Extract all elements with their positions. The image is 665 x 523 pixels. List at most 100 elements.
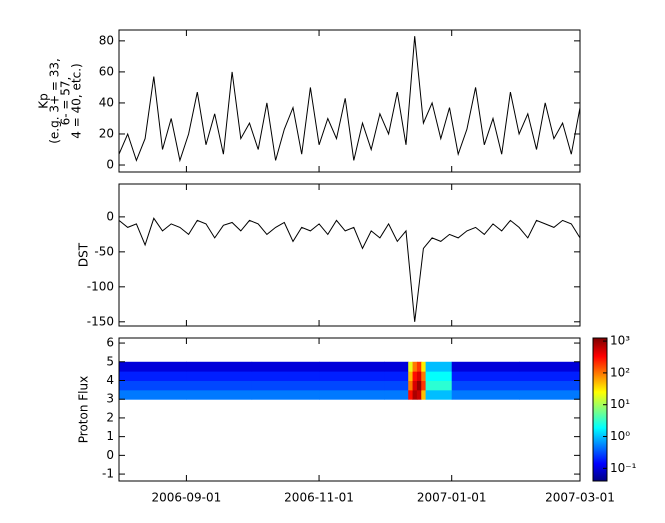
y-tick-label: -150 — [87, 314, 114, 328]
colorbar-swatch — [593, 436, 607, 438]
heat-cell — [416, 371, 422, 381]
colorbar-swatch — [593, 362, 607, 364]
heat-cell — [519, 361, 581, 372]
colorbar-swatch — [593, 405, 607, 407]
colorbar-swatch — [593, 399, 607, 401]
colorbar-swatch — [593, 427, 607, 429]
heat-cell — [319, 361, 385, 372]
colorbar-swatch — [593, 339, 607, 341]
colorbar-swatch — [593, 472, 607, 474]
x-tick-label: 2007-03-01 — [545, 491, 615, 505]
colorbar-swatch — [593, 442, 607, 444]
colorbar-swatch — [593, 376, 607, 378]
colorbar-swatch — [593, 461, 607, 463]
colorbar-swatch — [593, 363, 607, 365]
heat-cell — [519, 389, 581, 400]
colorbar-swatch — [593, 478, 607, 480]
colorbar-swatch — [593, 412, 607, 414]
colorbar-swatch — [593, 338, 607, 340]
heat-cell — [412, 371, 418, 381]
y-tick-label: 6 — [106, 336, 114, 350]
colorbar-swatch — [593, 352, 607, 354]
y-tick-label: 5 — [106, 354, 114, 368]
colorbar-swatch — [593, 380, 607, 382]
colorbar-swatch — [593, 379, 607, 381]
colorbar-swatch — [593, 400, 607, 402]
colorbar-swatch — [593, 403, 607, 405]
colorbar-swatch — [593, 340, 607, 342]
heat-cell — [186, 389, 253, 400]
colorbar-swatch — [593, 446, 607, 448]
colorbar-swatch — [593, 428, 607, 430]
heat-cell — [251, 380, 320, 391]
y-axis-label: Kp — [37, 93, 51, 109]
colorbar-swatch — [593, 462, 607, 464]
colorbar-swatch — [593, 371, 607, 373]
heat-cell — [421, 371, 427, 381]
heat-cell — [319, 380, 385, 391]
heat-cell — [319, 389, 385, 400]
colorbar-tick-label: 10² — [610, 365, 630, 379]
heat-cell — [519, 380, 581, 391]
colorbar-swatch — [593, 471, 607, 473]
colorbar-swatch — [593, 432, 607, 434]
heat-cell — [451, 361, 520, 372]
y-axis-label: 6- = 57, — [59, 77, 73, 126]
colorbar-swatch — [593, 392, 607, 394]
y-tick-label: 0 — [106, 158, 114, 172]
heat-cell — [186, 380, 253, 391]
colorbar-swatch — [593, 470, 607, 472]
colorbar-swatch — [593, 476, 607, 478]
heat-cell — [416, 380, 422, 391]
colorbar-swatch — [593, 418, 607, 420]
plot-frame — [118, 337, 581, 482]
heat-cell — [408, 371, 414, 381]
colorbar-swatch — [593, 439, 607, 441]
x-tick-label: 2007-01-01 — [417, 491, 487, 505]
colorbar-swatch — [593, 453, 607, 455]
heat-cell — [451, 371, 520, 381]
heat-cell — [408, 380, 414, 391]
y-tick-label: 1 — [106, 429, 114, 443]
colorbar-swatch — [593, 460, 607, 462]
colorbar-swatch — [593, 397, 607, 399]
colorbar-swatch — [593, 456, 607, 458]
colorbar-swatch — [593, 431, 607, 433]
colorbar-swatch — [593, 425, 607, 427]
colorbar-swatch — [593, 351, 607, 353]
heat-cell — [519, 371, 581, 381]
colorbar-swatch — [593, 345, 607, 347]
colorbar-swatch — [593, 396, 607, 398]
colorbar-swatch — [593, 422, 607, 424]
colorbar-swatch — [593, 382, 607, 384]
y-tick-label: 4 — [106, 373, 114, 387]
colorbar-swatch — [593, 406, 607, 408]
heat-cell — [119, 389, 187, 400]
colorbar-swatch — [593, 409, 607, 411]
colorbar-swatch — [593, 358, 607, 360]
colorbar-swatch — [593, 353, 607, 355]
heat-cell — [384, 361, 409, 372]
colorbar-swatch — [593, 369, 607, 371]
colorbar-swatch — [593, 390, 607, 392]
heat-cell — [251, 389, 320, 400]
colorbar-swatch — [593, 349, 607, 351]
colorbar-swatch — [593, 469, 607, 471]
y-tick-label: 2 — [106, 410, 114, 424]
heat-cell — [119, 380, 187, 391]
colorbar-swatch — [593, 433, 607, 435]
colorbar-swatch — [593, 384, 607, 386]
colorbar-swatch — [593, 393, 607, 395]
heat-cell — [421, 380, 427, 391]
colorbar-swatch — [593, 398, 607, 400]
colorbar-swatch — [593, 404, 607, 406]
colorbar-swatch — [593, 474, 607, 476]
y-tick-label: -1 — [102, 467, 114, 481]
colorbar-swatch — [593, 364, 607, 366]
colorbar-swatch — [593, 445, 607, 447]
heat-cell — [425, 389, 453, 400]
colorbar-tick-label: 10⁻¹ — [610, 461, 637, 475]
colorbar-swatch — [593, 367, 607, 369]
